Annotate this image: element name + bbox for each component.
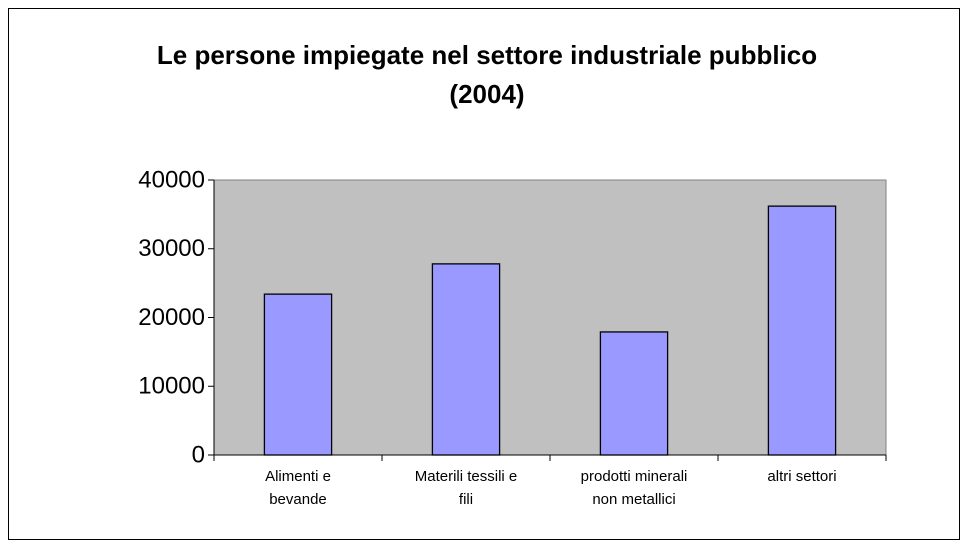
- chart-title: Le persone impiegate nel settore industr…: [156, 40, 818, 109]
- y-tick-label: 10000: [138, 373, 205, 400]
- y-tick-label: 30000: [138, 235, 205, 262]
- chart-frame: [8, 8, 960, 540]
- x-tick-label: Materili tessili e fili: [414, 468, 518, 508]
- y-tick-label: 20000: [138, 304, 205, 331]
- bar: [767, 205, 837, 456]
- bar: [599, 331, 669, 456]
- y-tick-label: 0: [192, 441, 205, 468]
- y-tick-label: 40000: [138, 166, 205, 193]
- x-tick-label: Alimenti e bevande: [265, 468, 331, 508]
- bar: [263, 293, 333, 456]
- bar: [431, 263, 501, 456]
- x-tick-label: altri settori: [767, 468, 837, 485]
- x-tick-label: prodotti minerali non metallici: [580, 468, 688, 508]
